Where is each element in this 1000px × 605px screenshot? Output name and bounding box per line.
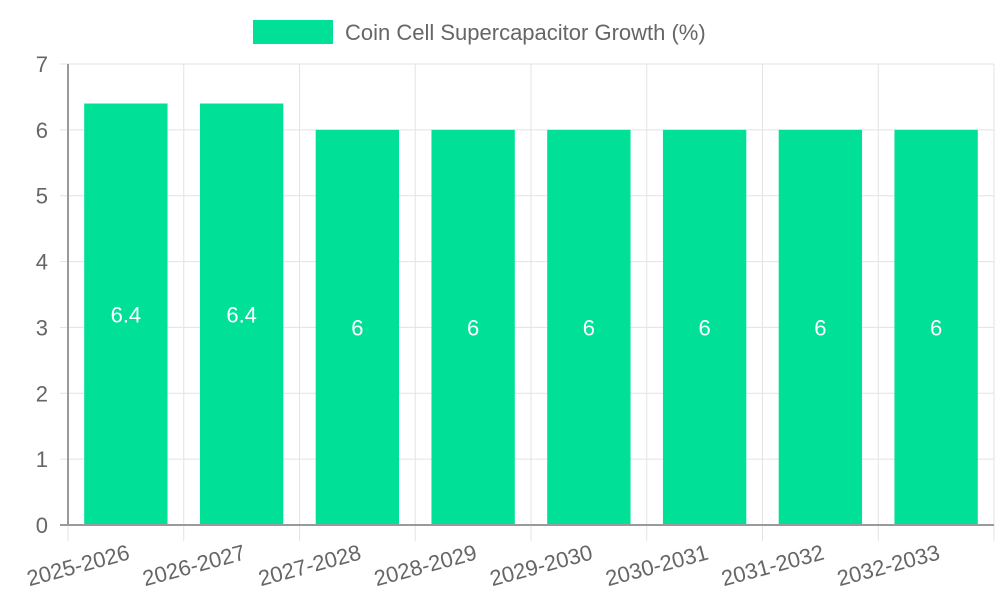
bar-data-label: 6 xyxy=(467,315,479,340)
bar xyxy=(315,129,400,525)
bar xyxy=(431,129,515,525)
x-tick-label: 2031-2032 xyxy=(719,540,827,591)
bar xyxy=(662,129,747,525)
bar xyxy=(199,103,284,525)
x-tick-label: 2028-2029 xyxy=(371,540,479,591)
bar-data-label: 6 xyxy=(351,315,363,340)
y-tick-label: 0 xyxy=(36,513,48,538)
legend[interactable]: Coin Cell Supercapacitor Growth (%) xyxy=(253,20,706,45)
bar-data-label: 6.4 xyxy=(111,302,142,327)
bars-layer: 6.4 6.4 6 6 6 6 6 6 xyxy=(84,103,978,525)
x-tick-label: 2025-2026 xyxy=(24,540,132,591)
legend-label[interactable]: Coin Cell Supercapacitor Growth (%) xyxy=(345,20,706,45)
bar xyxy=(84,103,168,525)
y-tick-label: 3 xyxy=(36,315,48,340)
y-tick-label: 2 xyxy=(36,381,48,406)
x-tick-label: 2032-2033 xyxy=(834,540,942,591)
bar xyxy=(547,129,631,525)
y-tick-label: 1 xyxy=(36,447,48,472)
bar xyxy=(778,129,863,525)
y-tick-label: 5 xyxy=(36,184,48,209)
bar-data-label: 6.4 xyxy=(226,302,257,327)
x-tick-label: 2027-2028 xyxy=(256,540,364,591)
bar-data-label: 6 xyxy=(814,315,826,340)
y-tick-label: 7 xyxy=(36,52,48,77)
x-tick-label: 2030-2031 xyxy=(603,540,711,591)
y-tick-label: 4 xyxy=(36,250,48,275)
bar-data-label: 6 xyxy=(699,315,711,340)
bar xyxy=(894,129,978,525)
x-tick-label: 2026-2027 xyxy=(140,540,248,591)
bar-data-label: 6 xyxy=(930,315,942,340)
x-tick-label: 2029-2030 xyxy=(487,540,595,591)
legend-swatch[interactable] xyxy=(253,20,333,44)
y-tick-label: 6 xyxy=(36,118,48,143)
bar-data-label: 6 xyxy=(583,315,595,340)
